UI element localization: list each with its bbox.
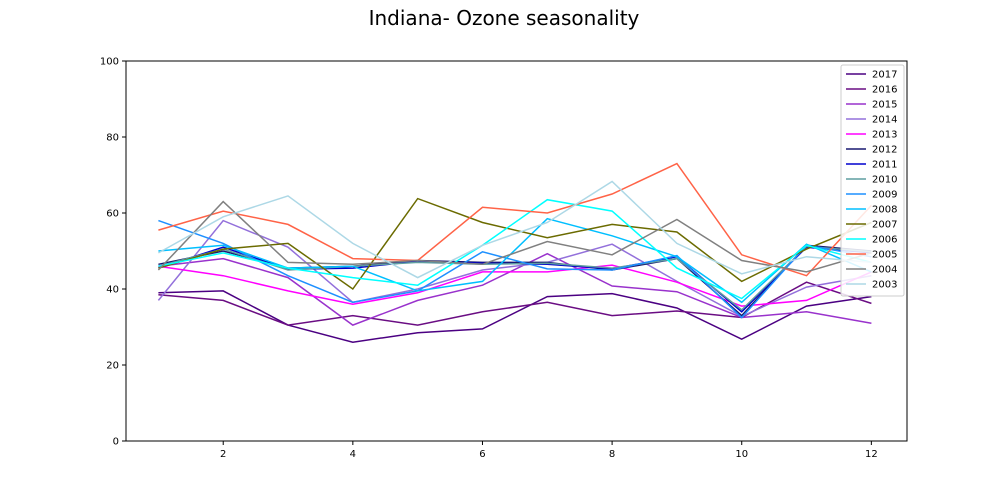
legend-label-2007: 2007	[872, 220, 897, 231]
series-line-2009	[158, 219, 872, 319]
legend-label-2009: 2009	[872, 190, 897, 201]
legend-label-2015: 2015	[872, 100, 897, 111]
x-tick-label: 8	[609, 449, 615, 460]
series-line-2010	[158, 245, 872, 311]
y-tick-label: 80	[106, 133, 119, 144]
series-line-2007	[158, 197, 872, 291]
series-line-2003	[158, 180, 872, 279]
x-tick-label: 10	[735, 449, 748, 460]
series-line-2015	[158, 252, 872, 326]
legend-label-2014: 2014	[872, 115, 897, 126]
legend-label-2013: 2013	[872, 130, 897, 141]
y-tick-label: 60	[106, 209, 119, 220]
y-tick-label: 20	[106, 361, 119, 372]
y-axis: 0 20 40 60 80 100	[100, 57, 126, 448]
x-tick-label: 2	[220, 449, 226, 460]
legend-label-2005: 2005	[872, 250, 897, 261]
legend: 2017 2016 2015 2014 2013 2012 2011 2010 2009 2008…	[840, 64, 905, 297]
x-tick-label: 6	[479, 449, 485, 460]
y-tick-label: 100	[100, 57, 119, 68]
legend-label-2006: 2006	[872, 235, 897, 246]
legend-label-2010: 2010	[872, 175, 897, 186]
series-line-2008	[158, 217, 872, 304]
series-line-2004	[157, 200, 872, 273]
series-line-2014	[157, 219, 872, 318]
y-tick-label: 0	[113, 437, 119, 448]
chart-title: Indiana- Ozone seasonality	[369, 6, 640, 30]
y-tick-label: 40	[106, 285, 119, 296]
x-tick-label: 12	[865, 449, 878, 460]
series-line-2006	[158, 198, 872, 300]
legend-label-2016: 2016	[872, 85, 897, 96]
series-layer	[157, 162, 872, 343]
legend-label-2003: 2003	[872, 280, 897, 291]
legend-label-2008: 2008	[872, 205, 897, 216]
series-line-2005	[158, 162, 872, 277]
legend-label-2011: 2011	[872, 160, 897, 171]
x-tick-label: 4	[350, 449, 356, 460]
legend-label-2012: 2012	[872, 145, 897, 156]
legend-label-2017: 2017	[872, 70, 897, 81]
plot-frame	[125, 60, 908, 442]
x-axis: 2 4 6 8 10 12	[220, 441, 878, 460]
legend-label-2004: 2004	[872, 265, 897, 276]
series-line-2017	[158, 290, 872, 343]
